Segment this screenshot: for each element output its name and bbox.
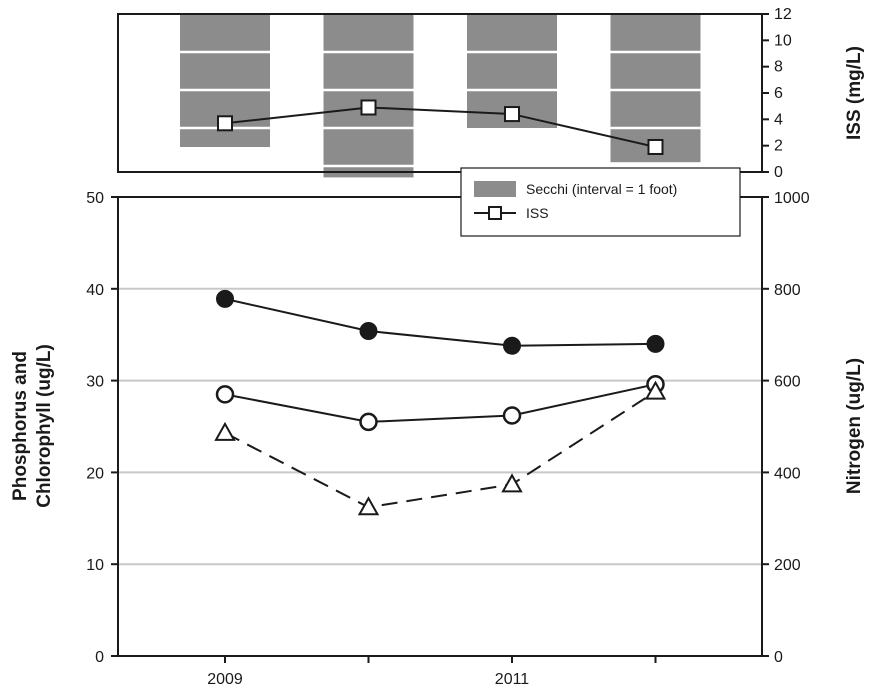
- nitrogen-axis-label: Nitrogen (ug/L): [844, 358, 865, 494]
- secchi-bar: [610, 14, 701, 163]
- open-triangle-point: [644, 380, 667, 400]
- iss-point: [647, 138, 664, 155]
- legend-iss-label: ISS: [526, 205, 549, 221]
- top-right-axis: 0 2 4 6 8 10 12: [762, 6, 792, 181]
- x-axis-tick-label: 2009: [207, 671, 243, 687]
- iss-axis-tick-label: 6: [774, 85, 783, 102]
- secchi-bars: [180, 14, 701, 178]
- left-axis-label-line2: Chlorophyll (ug/L): [34, 344, 55, 508]
- left-axis: 0 10 20 30 40 50: [86, 190, 118, 666]
- iss-axis-tick-label: 8: [774, 59, 783, 76]
- gridlines: [118, 287, 762, 566]
- open-triangle-series-line: [224, 390, 657, 509]
- open-circle-series-line: [224, 383, 656, 423]
- iss-point: [360, 99, 377, 116]
- iss-axis-label: ISS (mg/L): [844, 46, 865, 140]
- nitrogen-axis-tick-label: 800: [774, 282, 801, 299]
- iss-axis-tick-label: 12: [774, 6, 792, 23]
- secchi-bar: [323, 14, 414, 178]
- filled-circle-point: [503, 336, 521, 355]
- x-axis: 2009 2011: [207, 656, 657, 687]
- legend: Secchi (interval = 1 foot) ISS: [460, 167, 741, 237]
- left-axis-tick-label: 50: [86, 190, 104, 207]
- bottom-series: [214, 289, 667, 516]
- iss-series: [217, 99, 664, 155]
- iss-point: [504, 106, 520, 123]
- legend-iss-marker: [488, 206, 502, 220]
- filled-circle-point: [216, 289, 234, 308]
- left-axis-tick-label: 10: [86, 557, 104, 574]
- x-axis-tick-label: 2011: [495, 671, 530, 687]
- nitrogen-axis: 0 200 400 600 800 1000: [762, 190, 810, 666]
- filled-circle-point: [646, 334, 665, 353]
- iss-axis-tick-label: 2: [774, 138, 783, 155]
- iss-axis-tick-label: 0: [774, 164, 783, 181]
- nitrogen-axis-tick-label: 1000: [774, 190, 810, 207]
- top-panel: 0 2 4 6 8 10 12 ISS (mg/L): [117, 6, 865, 181]
- filled-circle-series-line: [224, 297, 656, 347]
- open-circle-point: [359, 412, 378, 432]
- nitrogen-axis-tick-label: 200: [774, 557, 801, 574]
- left-axis-tick-label: 0: [95, 649, 104, 666]
- open-circle-point: [215, 385, 235, 404]
- legend-box: [460, 167, 741, 237]
- bottom-panel: 0 10 20 30 40 50 0 200 400 600 800 1000 2009 2011 P…: [10, 190, 865, 687]
- open-triangle-point: [501, 473, 523, 493]
- left-axis-label-line1: Phosphorus and: [10, 351, 31, 501]
- left-axis-tick-label: 20: [86, 465, 104, 482]
- legend-secchi-swatch: [474, 181, 516, 197]
- left-axis-tick-label: 40: [86, 282, 104, 299]
- bottom-plot-frame: [117, 196, 763, 657]
- left-axis-tick-label: 30: [86, 374, 104, 391]
- iss-axis-tick-label: 4: [774, 111, 783, 128]
- iss-line: [224, 106, 656, 148]
- legend-secchi-label: Secchi (interval = 1 foot): [526, 181, 677, 197]
- open-triangle-point: [214, 421, 236, 441]
- nitrogen-axis-tick-label: 400: [774, 465, 801, 482]
- filled-circle-point: [359, 322, 378, 341]
- nitrogen-axis-tick-label: 600: [774, 374, 801, 391]
- nitrogen-axis-tick-label: 0: [774, 649, 783, 666]
- iss-axis-tick-label: 10: [774, 32, 792, 49]
- open-triangle-point: [357, 496, 380, 516]
- open-circle-point: [502, 406, 522, 425]
- iss-point: [217, 115, 233, 132]
